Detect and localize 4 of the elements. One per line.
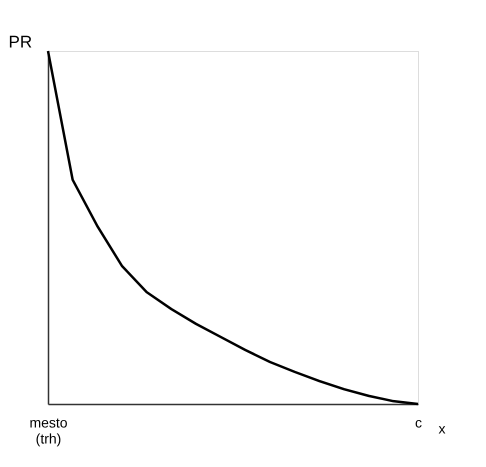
x-tick-label: mesto (trh) — [29, 414, 68, 446]
x-tick-label: c — [415, 414, 422, 430]
x-axis-title: x — [438, 420, 446, 436]
y-axis-title: PR — [8, 32, 32, 52]
